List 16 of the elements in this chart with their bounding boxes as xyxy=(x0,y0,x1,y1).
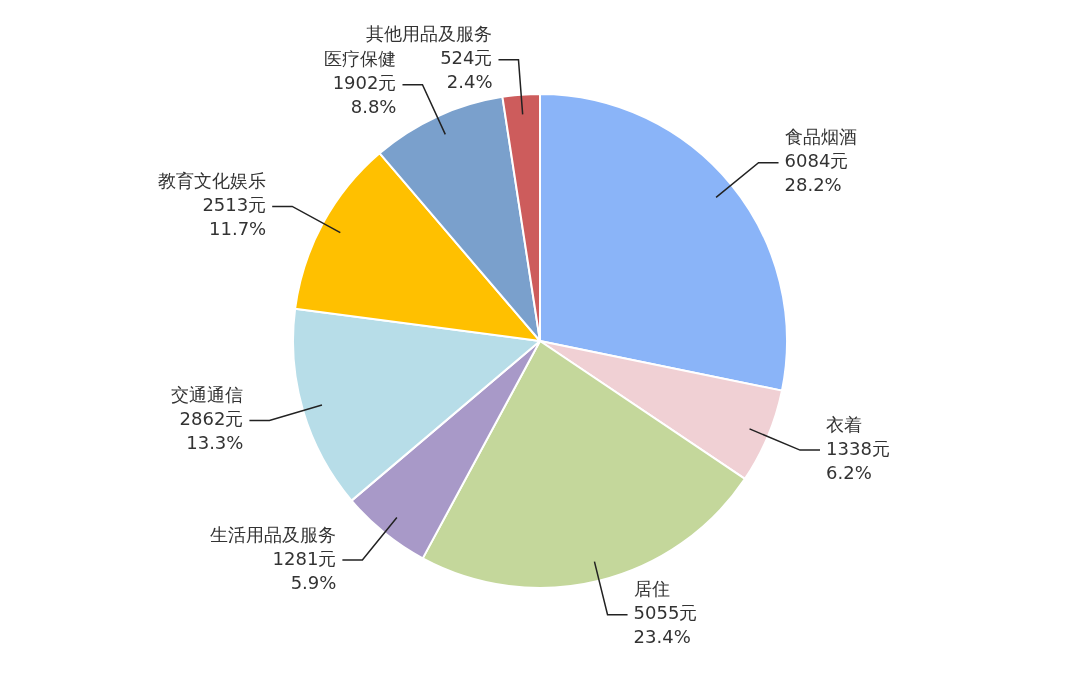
slice-label: 交通通信 xyxy=(171,384,244,406)
slice-label: 教育文化娱乐 xyxy=(158,170,267,192)
slice-label: 生活用品及服务 xyxy=(210,523,337,545)
data-label: 5055元 23.4% xyxy=(633,602,698,648)
data-label: 6084元 28.2% xyxy=(784,150,849,196)
data-label: 1338元 6.2% xyxy=(826,437,890,483)
data-label: 1902元 8.8% xyxy=(332,72,397,118)
data-label: 2862元 13.3% xyxy=(179,408,244,454)
data-label: 524元 2.4% xyxy=(440,47,493,93)
data-label: 1281元 5.9% xyxy=(272,547,337,593)
slice-label: 其他用品及服务 xyxy=(366,23,493,45)
slice-label: 居住 xyxy=(633,578,670,600)
slice-label: 医疗保健 xyxy=(324,48,397,70)
slice-label: 食品烟酒 xyxy=(784,126,857,148)
slice-label: 衣着 xyxy=(826,413,863,435)
data-label: 2513元 11.7% xyxy=(202,194,267,240)
